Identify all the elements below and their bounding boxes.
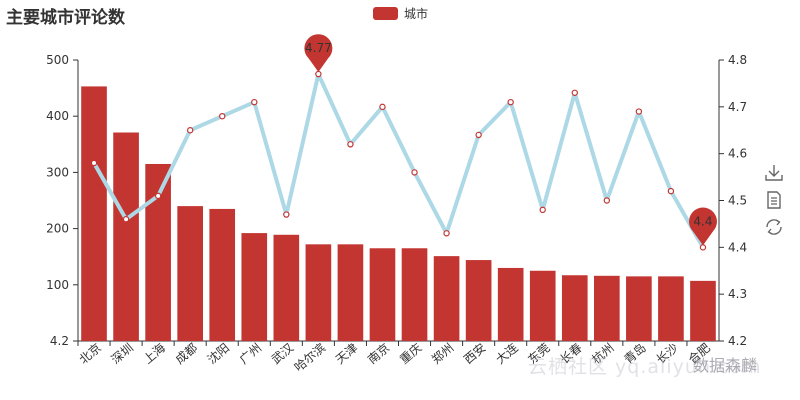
y-left-tick-label: 200 xyxy=(46,222,69,236)
line-point xyxy=(90,159,98,167)
bar xyxy=(433,256,460,341)
download-icon[interactable] xyxy=(764,164,784,182)
bar xyxy=(241,233,268,341)
line-point xyxy=(379,103,386,111)
mark-point-pin xyxy=(304,34,333,73)
bar xyxy=(209,208,236,341)
x-tick-label: 天津 xyxy=(333,341,360,367)
bar xyxy=(401,248,428,341)
x-tick-label: 郑州 xyxy=(428,340,456,367)
y-left-tick-label: 500 xyxy=(46,53,69,67)
line-point xyxy=(603,197,611,204)
line-point xyxy=(475,131,482,139)
bar xyxy=(337,244,364,341)
mark-point-pin xyxy=(688,207,717,246)
legend-label: 城市 xyxy=(404,7,429,21)
bar xyxy=(529,270,556,341)
bar xyxy=(626,276,652,341)
legend-item-city[interactable]: 城市 xyxy=(373,5,428,22)
bar xyxy=(497,267,524,341)
line-point xyxy=(635,108,643,115)
data-view-icon[interactable] xyxy=(764,191,784,209)
x-tick-label: 上海 xyxy=(140,340,168,367)
mark-point-label: 4.77 xyxy=(305,41,332,55)
restore-icon[interactable] xyxy=(764,218,784,236)
line-point xyxy=(443,230,450,237)
x-tick-label: 成都 xyxy=(173,341,200,367)
line-point xyxy=(154,192,162,200)
y-right-tick-label: 4.4 xyxy=(728,240,747,254)
x-tick-label: 沈阳 xyxy=(204,340,232,367)
bar xyxy=(81,86,107,341)
bar xyxy=(113,132,139,341)
y-left-tick-label: 4.2 xyxy=(50,334,69,348)
line-point xyxy=(347,141,354,148)
x-tick-label: 南京 xyxy=(364,340,392,367)
bar xyxy=(594,275,620,341)
line-point xyxy=(315,70,322,78)
bar xyxy=(305,244,332,341)
line-point xyxy=(219,112,226,120)
line-point xyxy=(571,89,578,96)
x-tick-label: 北京 xyxy=(77,341,104,367)
line-point xyxy=(186,127,194,134)
watermark: 云栖社区 yq.aliyun.com xyxy=(528,356,762,378)
bar xyxy=(177,206,203,341)
x-tick-label: 深圳 xyxy=(109,341,136,367)
line-point xyxy=(283,211,290,218)
line-point xyxy=(411,169,418,176)
bar xyxy=(465,260,492,341)
bar xyxy=(369,248,396,341)
bar xyxy=(658,276,684,341)
line-point xyxy=(699,244,707,251)
toolbox xyxy=(764,164,784,236)
y-right-tick-label: 4.5 xyxy=(728,194,747,208)
bar xyxy=(145,163,171,341)
y-left-tick-label: 300 xyxy=(46,165,69,179)
bar xyxy=(690,280,716,341)
watermark-brand: 数据森麟 xyxy=(693,356,758,375)
x-tick-label: 大连 xyxy=(493,340,521,367)
bar xyxy=(561,275,588,341)
y-right-tick-label: 4.3 xyxy=(728,287,747,301)
legend-swatch xyxy=(373,7,398,20)
x-tick-label: 重庆 xyxy=(397,341,424,367)
y-right-tick-label: 4.6 xyxy=(728,147,747,161)
line-point xyxy=(539,206,546,214)
y-right-tick-label: 4.8 xyxy=(728,53,747,67)
chart-title: 主要城市评论数 xyxy=(6,8,125,28)
line-point xyxy=(251,98,258,106)
line-point xyxy=(507,98,514,106)
y-right-tick-label: 4.2 xyxy=(728,334,747,348)
bar xyxy=(273,234,300,341)
y-right-tick-label: 4.7 xyxy=(728,100,747,114)
line-series xyxy=(92,72,705,249)
x-tick-label: 哈尔滨 xyxy=(291,340,328,375)
mark-point-label: 4.4 xyxy=(693,214,712,228)
y-left-tick-label: 400 xyxy=(46,109,69,123)
x-tick-label: 西安 xyxy=(461,340,489,367)
line-point xyxy=(667,187,675,195)
y-left-tick-label: 100 xyxy=(46,278,69,292)
line-point xyxy=(122,216,130,223)
x-tick-label: 广州 xyxy=(237,341,264,367)
